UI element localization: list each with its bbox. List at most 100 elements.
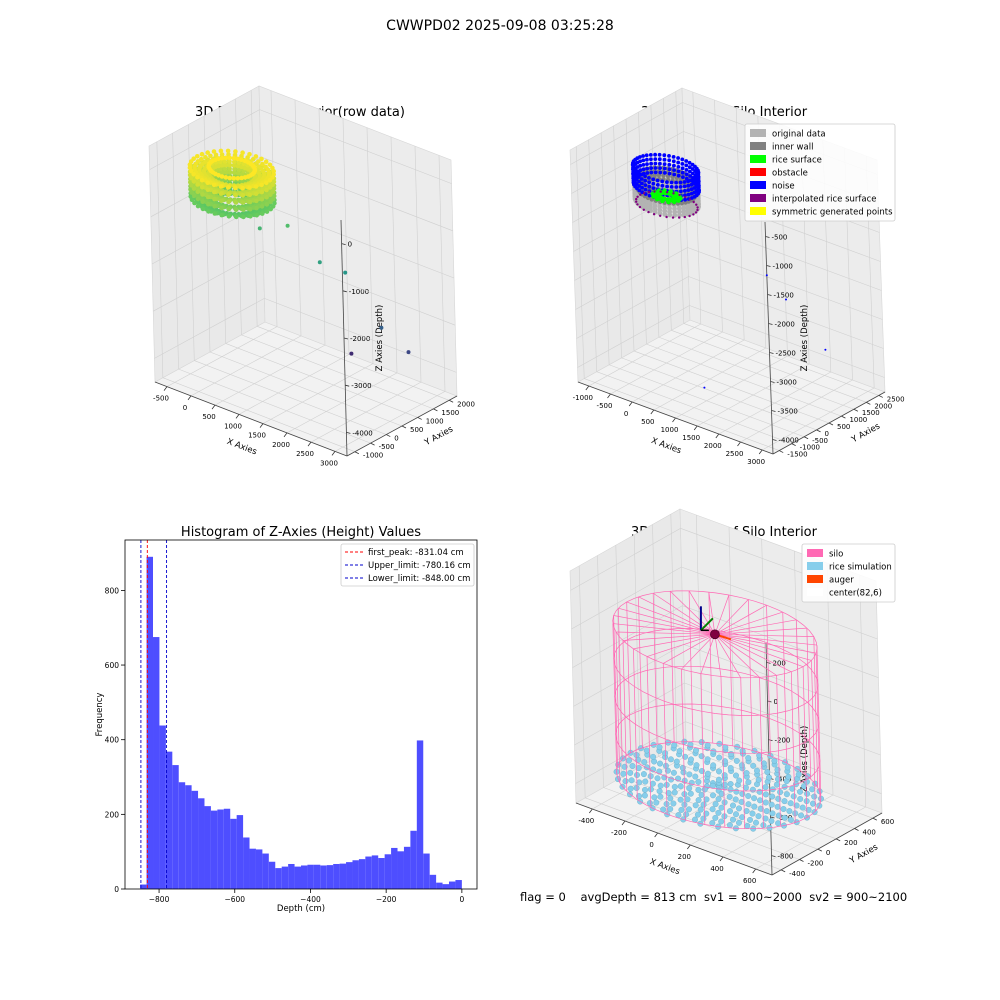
sim-x-grid xyxy=(696,514,703,748)
sim-x-tick xyxy=(589,808,593,814)
cls-legend xyxy=(744,123,896,222)
sim-rice-point xyxy=(774,803,781,810)
sim-silo-strut xyxy=(816,645,822,796)
sim-rice-point xyxy=(736,777,743,784)
raw-y-tick xyxy=(417,417,422,420)
cls-y-tick xyxy=(841,415,846,419)
cls-noise-point xyxy=(672,168,676,173)
sim-silo-roof-spoke xyxy=(681,634,716,670)
sim-rice-point xyxy=(785,773,792,780)
sim-rice-point xyxy=(620,770,627,777)
cls-noise-point xyxy=(645,157,649,162)
sim-z-tick xyxy=(767,700,772,703)
sim-rice-point xyxy=(647,773,654,780)
raw-point xyxy=(233,149,238,154)
sim-rice-point xyxy=(626,757,632,764)
raw-x-tick-label: 500 xyxy=(202,413,215,421)
cls-x-label: X Axies xyxy=(650,436,683,456)
sim-rice-point xyxy=(667,806,674,812)
raw-y-tick-label: 2000 xyxy=(457,400,475,408)
sim-rice-point xyxy=(641,759,648,765)
sim-rice-point xyxy=(657,760,663,767)
cls-noise-point xyxy=(667,154,671,158)
sim-rice-point xyxy=(715,796,722,802)
sim-silo-strut xyxy=(638,596,643,748)
cls-interp-point xyxy=(642,192,646,195)
sim-rice-point xyxy=(703,796,710,803)
sim-silo-strut xyxy=(646,656,652,808)
raw-point xyxy=(254,205,259,211)
cls-noise-point xyxy=(647,193,652,198)
cls-y-grid xyxy=(600,132,610,365)
sim-rice-point xyxy=(775,776,781,783)
cls-y-tick-label: -1000 xyxy=(800,444,820,452)
cls-y-grid xyxy=(584,378,780,451)
raw-point xyxy=(242,165,248,171)
sim-rice-point xyxy=(722,758,728,765)
raw-point xyxy=(271,179,277,184)
cls-interp-point xyxy=(635,197,638,201)
raw-x-tick xyxy=(307,441,312,447)
cls-interp-point xyxy=(665,191,669,194)
cls-original-point xyxy=(677,212,682,218)
cls-noise-point xyxy=(667,171,672,176)
sim-y-tick xyxy=(854,828,859,831)
sim-legend-swatch xyxy=(807,575,823,583)
sim-rice-point xyxy=(692,802,699,809)
raw-point xyxy=(247,199,253,205)
cls-z-tick xyxy=(768,323,773,325)
raw-point xyxy=(242,158,248,164)
raw-point xyxy=(241,207,246,212)
cls-y-tick xyxy=(779,450,784,453)
cls-noise-point xyxy=(641,167,646,172)
raw-point xyxy=(195,175,200,180)
sim-y-tick xyxy=(799,859,804,862)
classify-3d-panel: 3D classify of Silo Interior-1000-500050… xyxy=(569,87,905,466)
raw-z-tick xyxy=(343,337,349,340)
sim-rice-point xyxy=(718,804,725,811)
sim-rice-point xyxy=(736,819,742,826)
raw-z-grid xyxy=(264,298,457,373)
cls-x-tick-label: 2000 xyxy=(704,442,722,450)
cls-noise-point xyxy=(678,180,683,185)
sim-rice-point xyxy=(745,779,752,786)
raw-y-grid xyxy=(162,377,355,452)
cls-z-grid xyxy=(689,305,885,378)
raw-y-tick-label: 1500 xyxy=(441,409,459,417)
raw-point xyxy=(271,186,277,192)
cls-noise-point xyxy=(639,177,644,181)
raw-z-grid xyxy=(260,156,453,232)
sim-rice-point xyxy=(715,809,722,816)
raw-point xyxy=(189,190,195,195)
raw-point xyxy=(227,175,233,181)
raw-outlier-point xyxy=(257,226,262,231)
sim-silo-roof-spoke xyxy=(708,592,716,635)
cls-x-tick xyxy=(737,441,741,447)
raw-point xyxy=(226,199,231,205)
sim-rice-point xyxy=(686,785,693,792)
sim-rice-point xyxy=(641,792,648,799)
figure-title: CWWPD02 2025-09-08 03:25:28 xyxy=(386,18,614,34)
raw-point xyxy=(199,177,205,183)
sim-rice-point xyxy=(727,786,734,793)
raw-point xyxy=(208,153,213,159)
cls-noise-point xyxy=(674,185,679,189)
hist-bar xyxy=(371,855,379,889)
cls-interp-point xyxy=(647,210,650,214)
cls-noise-point xyxy=(684,176,689,181)
sim-rice-point xyxy=(733,757,740,764)
raw-z-tick-label: -3000 xyxy=(351,382,371,390)
sim-rice-point xyxy=(762,815,769,822)
sim-rice-point xyxy=(653,799,660,806)
cls-legend-label: rice surface xyxy=(772,156,822,166)
cls-x-grid xyxy=(714,99,723,333)
raw-point xyxy=(200,199,205,204)
raw-point xyxy=(195,182,200,187)
raw-point xyxy=(247,185,252,190)
sim-rice-point xyxy=(710,762,717,769)
raw-point xyxy=(253,191,259,196)
sim-rice-point xyxy=(800,783,807,790)
raw-point xyxy=(264,194,269,200)
cls-legend-swatch xyxy=(750,194,766,202)
hist-legend xyxy=(340,543,475,587)
